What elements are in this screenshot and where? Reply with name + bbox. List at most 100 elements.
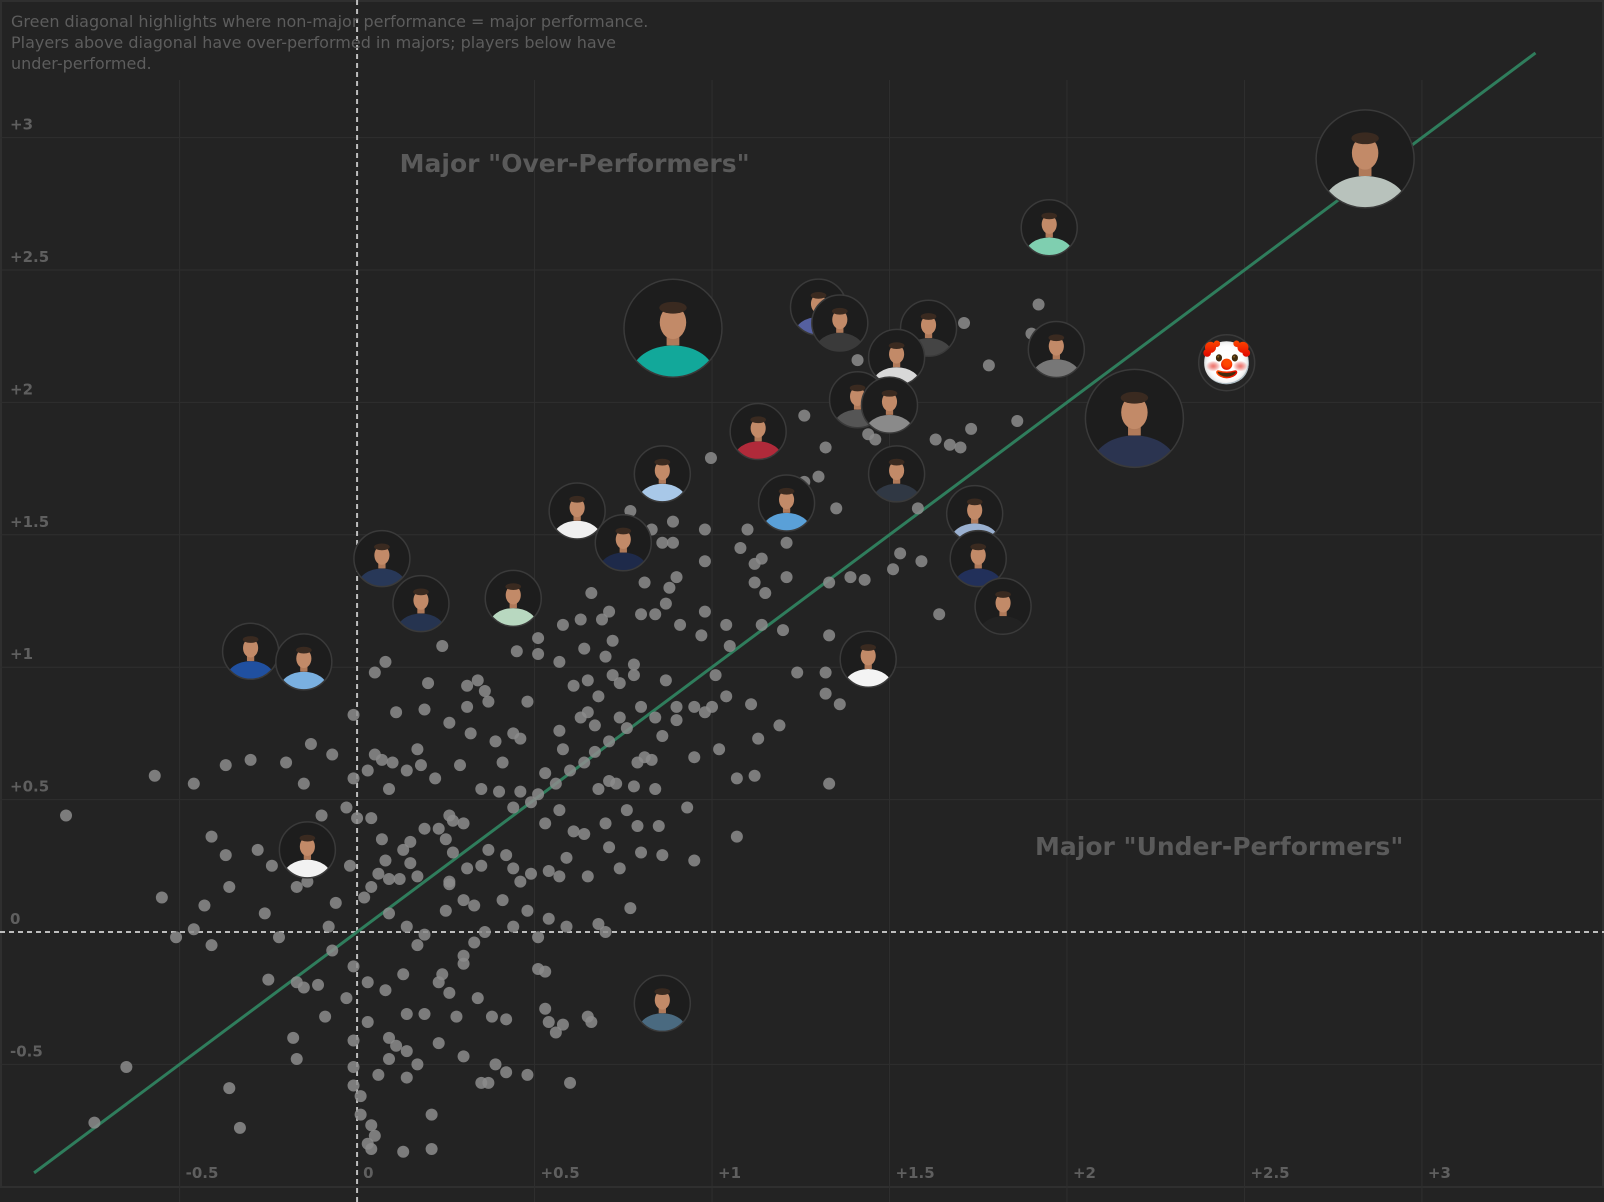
player-hair bbox=[242, 636, 259, 643]
player-dot bbox=[233, 1121, 246, 1134]
player-dot bbox=[745, 698, 758, 711]
player-dot bbox=[514, 732, 527, 745]
player-dot bbox=[60, 809, 73, 822]
player-shirt bbox=[553, 520, 601, 539]
player-dot bbox=[422, 677, 435, 690]
player-dot bbox=[148, 769, 161, 782]
player-avatar bbox=[548, 482, 606, 540]
avatar-frame bbox=[548, 482, 606, 540]
player-face bbox=[659, 305, 687, 340]
player-dot bbox=[482, 695, 495, 708]
player-dot bbox=[603, 735, 616, 748]
player-dot bbox=[475, 859, 488, 872]
player-shirt bbox=[599, 552, 648, 571]
player-dot bbox=[592, 690, 605, 703]
player-dot bbox=[592, 918, 605, 931]
player-dot bbox=[383, 872, 396, 885]
player-dot bbox=[383, 782, 396, 795]
player-hair bbox=[810, 291, 827, 299]
player-hair bbox=[615, 527, 632, 535]
player-dot bbox=[347, 960, 360, 973]
avatar-frame bbox=[899, 299, 958, 358]
player-dot bbox=[706, 700, 719, 713]
player-dot bbox=[358, 891, 371, 904]
player-dot bbox=[432, 1037, 445, 1050]
player-avatar bbox=[811, 294, 869, 352]
player-dot bbox=[819, 666, 832, 679]
player-avatar bbox=[860, 376, 919, 434]
player-dot bbox=[354, 1090, 367, 1103]
player-photo bbox=[631, 301, 715, 378]
player-dot bbox=[223, 880, 236, 893]
player-dot bbox=[365, 880, 378, 893]
player-dot bbox=[524, 796, 537, 809]
player-dot bbox=[915, 555, 928, 568]
player-dot bbox=[493, 785, 506, 798]
player-dot bbox=[393, 872, 406, 885]
player-dot bbox=[361, 1015, 374, 1028]
avatar-frame bbox=[633, 445, 692, 503]
y-tick-label: +2 bbox=[10, 380, 33, 398]
player-photo bbox=[397, 588, 445, 632]
player-avatar bbox=[484, 569, 543, 628]
player-dot bbox=[823, 629, 836, 642]
player-dot bbox=[581, 870, 594, 883]
player-dot bbox=[326, 944, 339, 957]
player-dot bbox=[698, 555, 711, 568]
player-dot bbox=[578, 827, 591, 840]
x-tick-label: +1 bbox=[718, 1164, 741, 1182]
player-avatar bbox=[949, 529, 1007, 588]
player-hair bbox=[299, 834, 316, 842]
player-dot bbox=[720, 618, 733, 631]
player-dot bbox=[851, 354, 864, 367]
player-dot bbox=[581, 674, 594, 687]
player-dot bbox=[965, 422, 978, 435]
player-shirt bbox=[638, 483, 687, 502]
player-dot bbox=[553, 870, 566, 883]
player-dot bbox=[361, 764, 374, 777]
player-face bbox=[970, 545, 986, 565]
player-dot bbox=[627, 669, 640, 682]
player-face bbox=[995, 593, 1011, 613]
player-dot bbox=[429, 772, 442, 785]
player-dot bbox=[223, 1082, 236, 1095]
player-face bbox=[1041, 214, 1057, 234]
avatar-frame bbox=[392, 574, 450, 633]
player-dot bbox=[461, 700, 474, 713]
player-dot bbox=[329, 896, 342, 909]
player-face bbox=[881, 392, 898, 412]
player-photo bbox=[638, 988, 687, 1032]
player-dot bbox=[911, 502, 924, 515]
avatar-frame bbox=[275, 633, 333, 691]
player-dot bbox=[606, 634, 619, 647]
player-dot bbox=[436, 968, 449, 981]
player-photo bbox=[872, 458, 921, 502]
player-dot bbox=[588, 719, 601, 732]
player-shirt bbox=[954, 568, 1003, 587]
player-photo bbox=[226, 636, 275, 680]
player-dot bbox=[343, 859, 356, 872]
x-tick-label: +1.5 bbox=[895, 1164, 934, 1182]
player-dot bbox=[574, 613, 587, 626]
player-dot bbox=[500, 849, 513, 862]
player-shirt bbox=[280, 671, 328, 690]
y-tick-label: +0.5 bbox=[10, 778, 49, 796]
avatar-frame bbox=[949, 529, 1007, 588]
player-face bbox=[1121, 395, 1148, 430]
player-dot bbox=[88, 1116, 101, 1129]
x-tick-label: 0 bbox=[363, 1164, 373, 1182]
player-dot bbox=[354, 1108, 367, 1121]
player-dot bbox=[301, 875, 314, 888]
player-hair bbox=[778, 487, 795, 495]
player-dot bbox=[560, 920, 573, 933]
player-shirt bbox=[631, 345, 715, 378]
player-dot bbox=[599, 817, 612, 830]
player-dot bbox=[759, 587, 772, 600]
player-photo bbox=[844, 644, 892, 688]
player-dot bbox=[652, 820, 665, 833]
player-dot bbox=[187, 923, 200, 936]
player-dot bbox=[312, 978, 325, 991]
chart-note: Green diagonal highlights where non-majo… bbox=[11, 12, 649, 73]
player-dot bbox=[432, 822, 445, 835]
